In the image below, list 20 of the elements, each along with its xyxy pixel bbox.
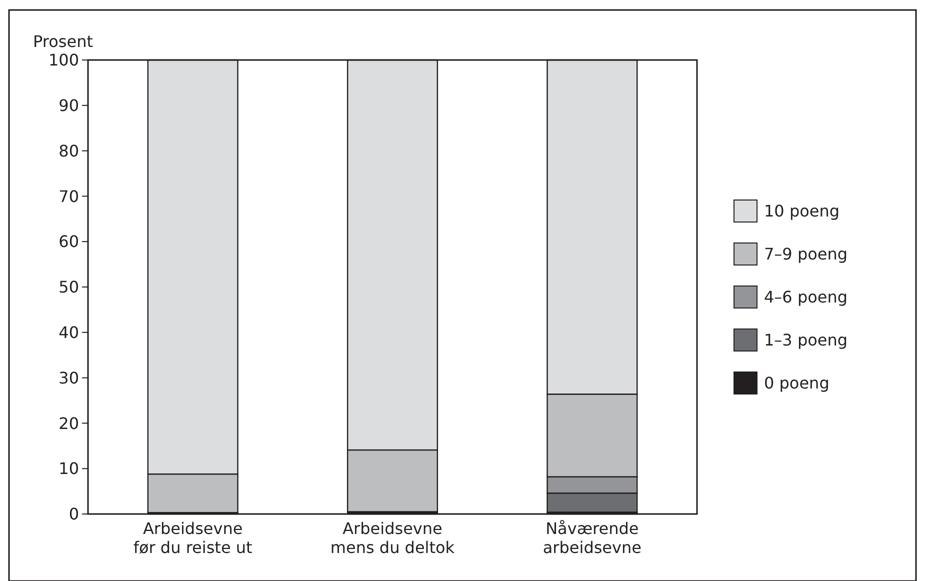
- x-tick-label: Nåværende arbeidsevne: [542, 519, 642, 557]
- y-tick-label: 100: [48, 50, 79, 70]
- x-tick-label: Arbeidsevne mens du deltok: [330, 519, 456, 557]
- y-tick-label: 30: [58, 368, 79, 388]
- y-tick-label: 10: [58, 459, 79, 478]
- y-tick-label: 0: [68, 504, 79, 524]
- y-tick-label: 80: [58, 141, 79, 160]
- y-tick-label: 70: [58, 186, 79, 206]
- legend-label: 4–6 poeng: [764, 288, 848, 307]
- legend-label: 0 poeng: [764, 374, 830, 393]
- y-tick-label: 50: [58, 278, 79, 297]
- legend-label: 10 poeng: [764, 202, 840, 221]
- y-tick-label: 90: [58, 96, 79, 115]
- y-tick-label: 20: [58, 414, 79, 433]
- legend-label: 1–3 poeng: [764, 330, 848, 350]
- y-tick-label: 40: [58, 323, 79, 342]
- legend-label: 7–9 poeng: [764, 244, 848, 264]
- x-tick-label: Arbeidsevne før du reiste ut: [133, 519, 252, 557]
- y-axis-title: Prosent: [33, 32, 93, 51]
- y-tick-label: 60: [58, 232, 79, 252]
